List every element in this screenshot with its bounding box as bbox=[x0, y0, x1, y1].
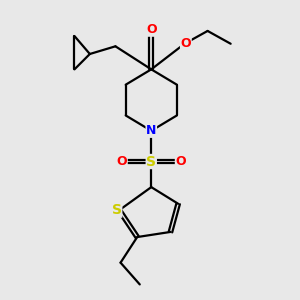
Text: O: O bbox=[116, 155, 127, 168]
Text: N: N bbox=[146, 124, 157, 137]
Text: O: O bbox=[176, 155, 186, 168]
Text: O: O bbox=[146, 23, 157, 36]
Text: S: S bbox=[146, 154, 156, 169]
Text: S: S bbox=[112, 203, 122, 217]
Text: O: O bbox=[181, 37, 191, 50]
